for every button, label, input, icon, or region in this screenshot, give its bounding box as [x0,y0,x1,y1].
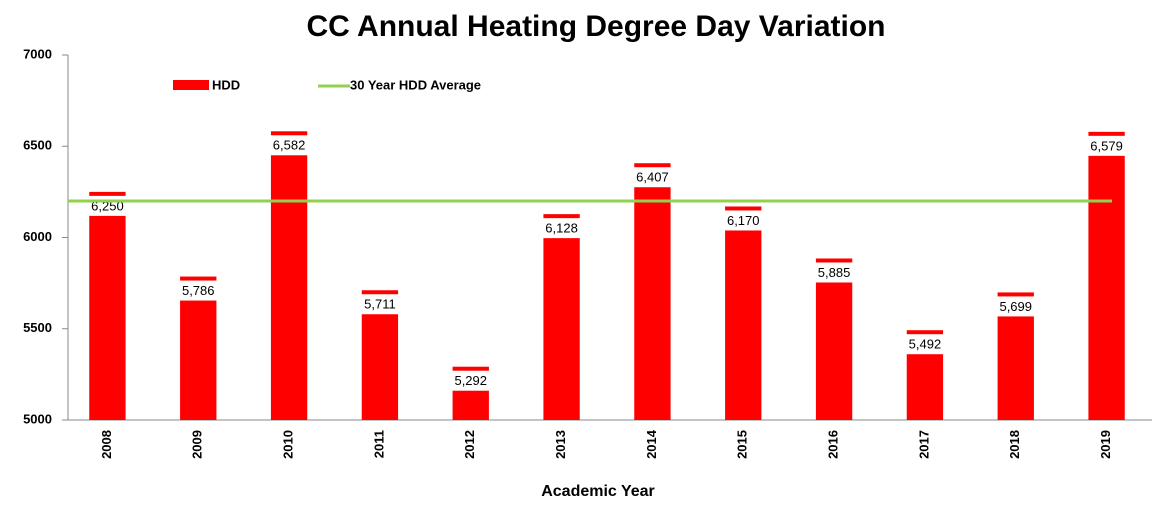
x-tick-label: 2012 [462,430,477,459]
legend-label: 30 Year HDD Average [350,77,481,92]
legend-swatch [173,80,209,90]
value-label: 5,492 [909,337,942,352]
value-label: 6,128 [545,221,578,236]
value-label: 6,582 [273,138,306,153]
x-tick-label: 2015 [735,430,750,459]
x-tick-label: 2008 [99,430,114,459]
value-label: 5,711 [364,297,396,312]
x-tick-label: 2017 [916,430,931,459]
bar-gap [723,210,764,231]
bar-gap [359,294,400,315]
y-tick-label: 7000 [23,46,52,61]
y-tick-label: 5000 [23,411,52,426]
bar [815,258,853,420]
value-label: 6,579 [1090,138,1123,153]
x-tick-label: 2010 [281,430,296,459]
value-label: 6,407 [636,170,669,185]
bar [1088,131,1125,420]
x-tick-label: 2011 [371,430,386,458]
bar-gap [814,262,855,283]
chart-title: CC Annual Heating Degree Day Variation [306,10,885,43]
value-label: 5,292 [454,373,487,388]
bar [634,163,671,420]
value-label: 5,699 [999,299,1032,314]
bar-gap [995,296,1036,317]
bar-gap [904,334,945,355]
y-tick-label: 5500 [23,320,52,335]
y-tick-label: 6500 [23,138,52,153]
x-tick-label: 2018 [1007,430,1022,459]
bar-gap [269,135,310,156]
bar [725,206,762,420]
bar [89,191,126,420]
x-tick-label: 2009 [190,430,205,459]
bar-gap [1086,135,1127,156]
value-label: 5,786 [182,283,215,298]
bar-gap [450,370,491,391]
value-label: 6,170 [727,213,760,228]
legend-label: HDD [212,77,240,92]
x-tick-label: 2019 [1098,430,1113,459]
y-tick-label: 6000 [23,229,52,244]
x-tick-label: 2014 [644,429,659,459]
bar-gap [541,218,582,239]
bar [270,131,308,420]
value-label: 5,885 [818,265,851,280]
bar-gap [178,280,219,301]
bar-gap [632,167,673,188]
x-tick-label: 2013 [553,430,568,459]
bar [543,214,580,420]
x-axis-title: Academic Year [541,483,655,500]
x-tick-label: 2016 [826,430,841,459]
